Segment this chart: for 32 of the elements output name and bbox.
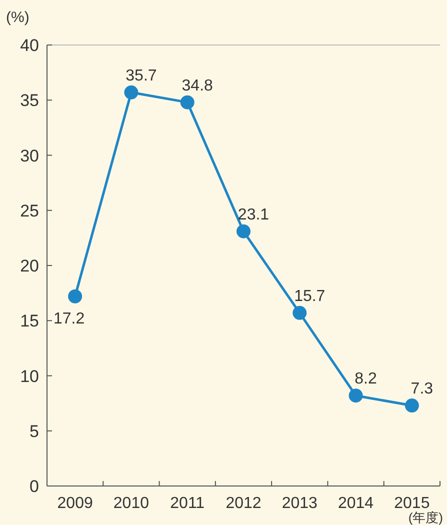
- point: [180, 95, 194, 110]
- data-label: 35.7: [126, 67, 157, 84]
- x-tick-label: 2009: [57, 495, 93, 512]
- y-axis-title: (%): [6, 9, 30, 26]
- data-label: 15.7: [294, 288, 326, 305]
- x-tick-label: 2011: [170, 495, 205, 512]
- point: [348, 388, 363, 403]
- x-axis-title: (年度): [408, 510, 443, 525]
- y-tick-label: 25: [20, 201, 39, 220]
- data-label: 23.1: [238, 206, 270, 224]
- x-tick-label: 2015: [394, 495, 430, 512]
- point: [292, 306, 307, 320]
- y-tick-label: 30: [20, 146, 39, 166]
- x-tick-label: 2012: [226, 495, 262, 512]
- x-tick-label: 2010: [113, 495, 150, 512]
- y-tick-label: 35: [20, 91, 39, 110]
- y-tick-label: 40: [20, 36, 39, 55]
- y-tick-label: 20: [20, 256, 39, 276]
- y-tick-label: 15: [20, 312, 39, 331]
- data-label: 7.3: [410, 380, 434, 398]
- data-label: 8.2: [354, 370, 378, 388]
- x-tick-label: 2013: [282, 495, 318, 512]
- point: [68, 289, 82, 304]
- point: [124, 85, 138, 100]
- x-tick-label: 2014: [338, 495, 374, 512]
- data-label: 17.2: [54, 310, 85, 328]
- point: [236, 224, 250, 238]
- y-tick-label: 5: [30, 422, 39, 441]
- y-tick-label: 10: [20, 366, 39, 386]
- point: [404, 398, 419, 413]
- data-label: 34.8: [182, 77, 214, 94]
- y-tick-label: 0: [30, 477, 39, 496]
